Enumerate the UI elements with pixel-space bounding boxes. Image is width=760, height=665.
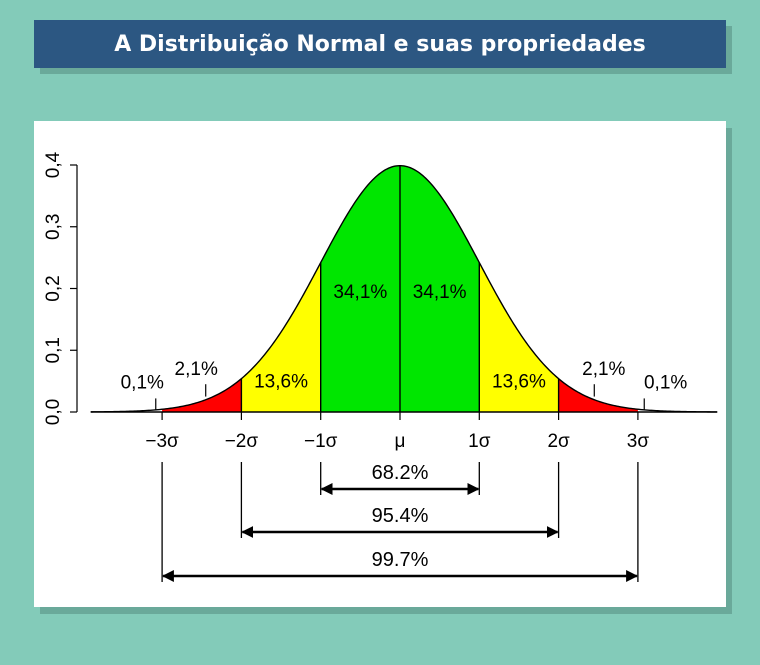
y-tick-label-0: 0,0 [43,399,64,425]
region-label-0: 2,1% [175,359,218,380]
y-tick-label-2: 0,2 [43,275,64,301]
region-label-3: 34,1% [413,282,467,303]
interval-label-2: 99.7% [372,549,429,571]
region-label-2: 34,1% [333,282,387,303]
tail-label-1: 0,1% [644,373,687,394]
x-tick-label-6: 3σ [627,431,650,452]
interval-label-1: 95.4% [372,505,429,527]
y-tick-label-1: 0,1 [43,337,64,363]
x-tick-label-5: 2σ [547,431,570,452]
x-tick-label-2: −1σ [304,431,338,452]
x-tick-label-1: −2σ [225,431,259,452]
density-curve-group [90,164,718,413]
region-label-1: 13,6% [254,371,308,392]
x-tick-label-4: 1σ [468,431,491,452]
tail-label-0: 0,1% [121,373,164,394]
page-title: A Distribuição Normal e suas propriedade… [114,31,646,57]
axes: 0,0 0,1 0,2 0,3 0,4 −3σ −2σ −1σ μ 1σ 2σ 3σ [43,151,718,452]
interval-arrows: 68.2% 95.4% 99.7% [161,462,639,582]
region-labels: 2,1% 13,6% 34,1% 34,1% 13,6% 2,1% 0,1% 0,1% [121,282,687,411]
interval-label-0: 68.2% [372,462,429,484]
region-label-4: 13,6% [492,371,546,392]
region-fill-5 [558,378,638,412]
normal-distribution-chart: 0,0 0,1 0,2 0,3 0,4 −3σ −2σ −1σ μ 1σ 2σ 3σ 2,1% 13,6… [43,151,718,582]
y-tick-label-3: 0,3 [43,214,64,240]
y-tick-label-4: 0,4 [43,151,64,178]
title-bar: A Distribuição Normal e suas propriedade… [34,20,726,68]
density-curve [90,164,718,413]
region-label-5: 2,1% [582,359,625,380]
x-tick-label-3: μ [395,431,406,452]
region-dividers [240,165,560,412]
x-tick-label-0: −3σ [145,431,179,452]
chart-panel: 0,0 0,1 0,2 0,3 0,4 −3σ −2σ −1σ μ 1σ 2σ 3σ 2,1% 13,6… [34,121,726,607]
region-fill-0 [162,378,242,412]
